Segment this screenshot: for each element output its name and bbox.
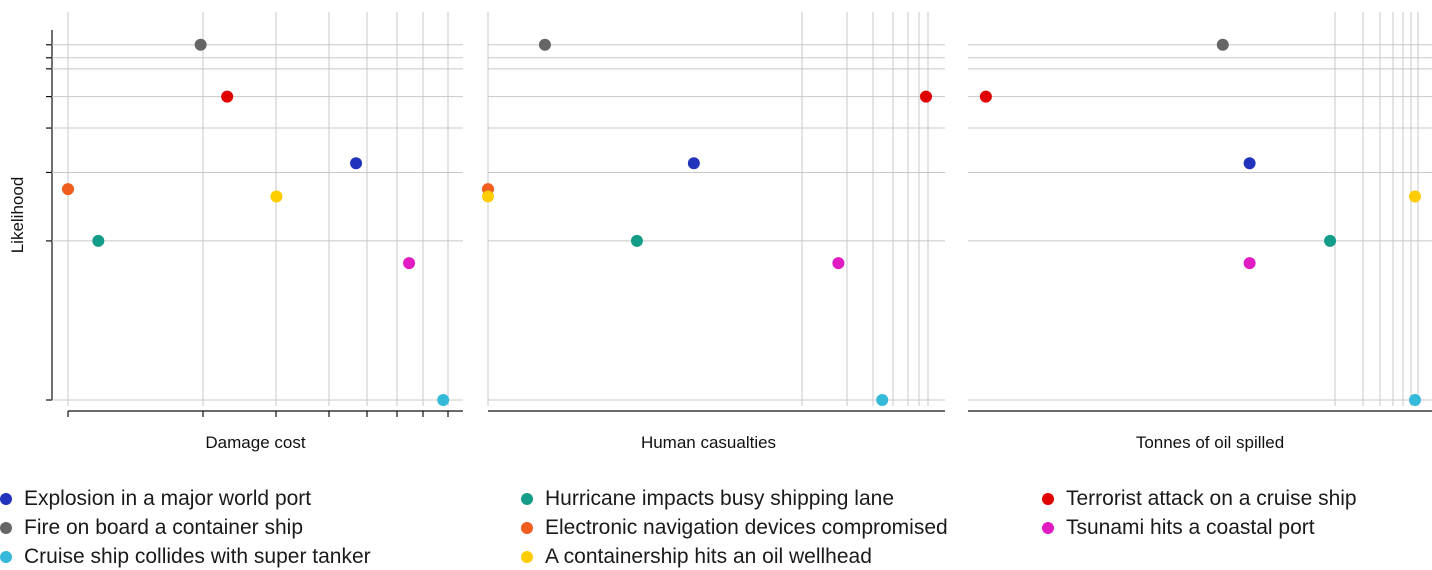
legend-item: Electronic navigation devices compromise… xyxy=(521,515,948,541)
legend-marker xyxy=(1042,522,1054,534)
x-axis-label: Human casualties xyxy=(641,433,776,452)
data-point xyxy=(1243,157,1256,170)
legend-item: Explosion in a major world port xyxy=(0,486,311,512)
legend-label: A containership hits an oil wellhead xyxy=(545,545,872,568)
legend-marker xyxy=(0,522,12,534)
data-point xyxy=(92,234,105,247)
data-point xyxy=(920,90,932,103)
legend-label: Cruise ship collides with super tanker xyxy=(24,545,371,568)
legend-item: Cruise ship collides with super tanker xyxy=(0,544,371,570)
data-point xyxy=(538,38,551,51)
legend-marker xyxy=(0,493,12,505)
data-point xyxy=(1409,190,1421,203)
data-point xyxy=(482,190,494,203)
legend-item: A containership hits an oil wellhead xyxy=(521,544,872,570)
legend-item: Fire on board a container ship xyxy=(0,515,303,541)
data-point xyxy=(1216,38,1229,51)
legend-marker xyxy=(0,551,12,563)
legend-item: Tsunami hits a coastal port xyxy=(1042,515,1315,541)
data-point xyxy=(687,157,700,170)
data-point xyxy=(1324,234,1337,247)
legend-marker xyxy=(521,493,533,505)
data-point xyxy=(876,394,889,406)
legend-item: Terrorist attack on a cruise ship xyxy=(1042,486,1357,512)
legend-marker xyxy=(1042,493,1054,505)
legend-label: Terrorist attack on a cruise ship xyxy=(1066,487,1357,510)
legend-label: Hurricane impacts busy shipping lane xyxy=(545,487,895,510)
data-point xyxy=(1243,257,1256,270)
legend: Explosion in a major world port Fire on b… xyxy=(0,486,1432,570)
data-point xyxy=(630,234,643,247)
data-point xyxy=(979,90,992,103)
data-point xyxy=(1409,394,1421,406)
panel-gridlines xyxy=(968,12,1432,406)
data-point xyxy=(832,257,845,270)
legend-label: Electronic navigation devices compromise… xyxy=(545,516,948,539)
legend-label: Fire on board a container ship xyxy=(24,516,303,539)
panel-3: Tonnes of oil spilled xyxy=(968,12,1432,452)
x-axis-label: Damage cost xyxy=(205,433,305,452)
panel-gridlines xyxy=(52,12,463,406)
data-point xyxy=(350,157,363,170)
legend-marker xyxy=(521,522,533,534)
legend-label: Tsunami hits a coastal port xyxy=(1066,516,1315,539)
data-point xyxy=(221,90,234,103)
legend-label: Explosion in a major world port xyxy=(24,487,312,510)
data-point xyxy=(403,257,416,270)
panel-2: Human casualties xyxy=(482,12,945,452)
scatter-chart: Likelihood Damage cost Human casualties To… xyxy=(8,12,1432,452)
chart-panels: Damage cost Human casualties Tonnes of oil… xyxy=(52,12,1432,452)
data-point xyxy=(270,190,283,203)
legend-item: Hurricane impacts busy shipping lane xyxy=(521,486,894,512)
data-point xyxy=(62,183,74,196)
data-point xyxy=(194,38,207,51)
y-axis-label: Likelihood xyxy=(8,177,27,254)
panel-gridlines xyxy=(487,12,945,406)
legend-marker xyxy=(521,551,533,563)
y-axis xyxy=(46,30,53,401)
x-axis-label: Tonnes of oil spilled xyxy=(1136,433,1284,452)
data-point xyxy=(437,394,450,406)
panel-1: Damage cost xyxy=(52,12,463,452)
